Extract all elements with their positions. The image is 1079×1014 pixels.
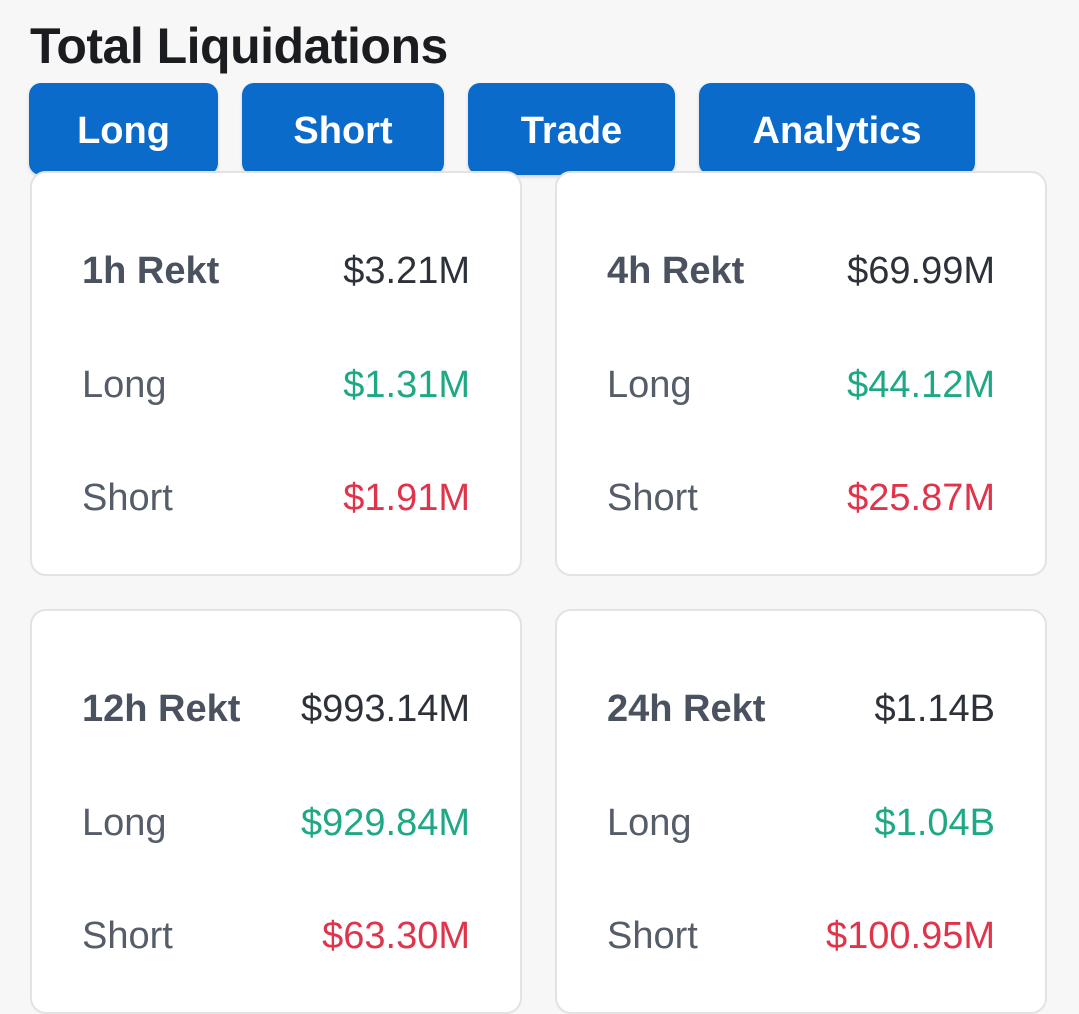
card-long-row: Long $1.31M: [82, 359, 470, 411]
card-title: 4h Rekt: [607, 249, 745, 292]
long-value: $44.12M: [847, 363, 995, 406]
card-long-row: Long $929.84M: [82, 797, 470, 849]
card-long-row: Long $1.04B: [607, 797, 995, 849]
card-short-row: Short $100.95M: [607, 910, 995, 962]
card-title: 24h Rekt: [607, 687, 766, 730]
card-short-row: Short $1.91M: [82, 472, 470, 524]
long-label: Long: [607, 363, 692, 406]
long-value: $1.04B: [874, 801, 995, 844]
card-short-row: Short $63.30M: [82, 910, 470, 962]
liquidation-card-24h: 24h Rekt $1.14B Long $1.04B Short $100.9…: [555, 609, 1047, 1014]
tab-short[interactable]: Short: [242, 83, 444, 175]
short-value: $63.30M: [322, 914, 470, 957]
total-value: $993.14M: [300, 687, 470, 730]
short-label: Short: [82, 476, 173, 519]
long-label: Long: [82, 801, 167, 844]
card-long-row: Long $44.12M: [607, 359, 995, 411]
liquidation-card-4h: 4h Rekt $69.99M Long $44.12M Short $25.8…: [555, 171, 1047, 576]
short-label: Short: [607, 914, 698, 957]
short-label: Short: [607, 476, 698, 519]
card-title: 12h Rekt: [82, 687, 241, 730]
page-title: Total Liquidations: [30, 18, 448, 74]
short-label: Short: [82, 914, 173, 957]
short-value: $1.91M: [343, 476, 470, 519]
card-total-row: 4h Rekt $69.99M: [607, 245, 995, 297]
short-value: $25.87M: [847, 476, 995, 519]
long-value: $1.31M: [343, 363, 470, 406]
card-total-row: 12h Rekt $993.14M: [82, 683, 470, 735]
liquidation-card-12h: 12h Rekt $993.14M Long $929.84M Short $6…: [30, 609, 522, 1014]
card-total-row: 24h Rekt $1.14B: [607, 683, 995, 735]
total-value: $69.99M: [847, 249, 995, 292]
tab-trade[interactable]: Trade: [468, 83, 675, 175]
card-title: 1h Rekt: [82, 249, 220, 292]
total-value: $3.21M: [343, 249, 470, 292]
total-value: $1.14B: [874, 687, 995, 730]
short-value: $100.95M: [825, 914, 995, 957]
card-total-row: 1h Rekt $3.21M: [82, 245, 470, 297]
tab-long[interactable]: Long: [29, 83, 218, 175]
long-label: Long: [607, 801, 692, 844]
liquidation-card-1h: 1h Rekt $3.21M Long $1.31M Short $1.91M: [30, 171, 522, 576]
tab-analytics[interactable]: Analytics: [699, 83, 975, 175]
long-label: Long: [82, 363, 167, 406]
card-short-row: Short $25.87M: [607, 472, 995, 524]
long-value: $929.84M: [300, 801, 470, 844]
